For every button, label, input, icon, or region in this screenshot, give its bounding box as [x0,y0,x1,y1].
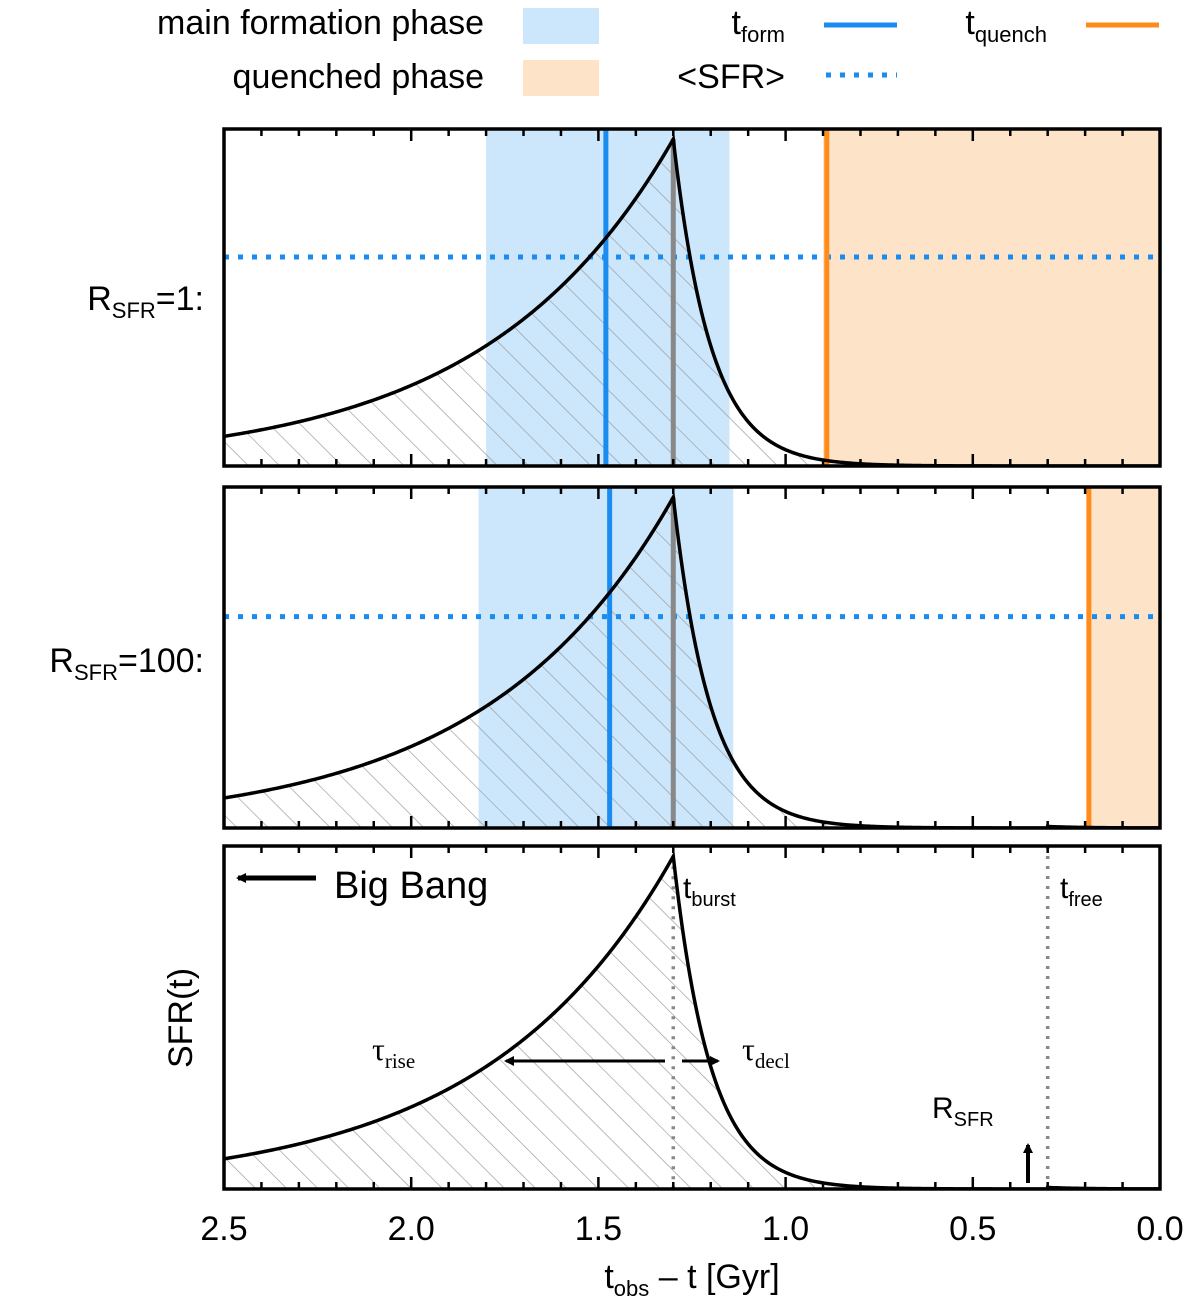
y-axis-label: SFR(t) [162,968,200,1068]
t-burst-label: tburst [683,872,736,911]
panel-frame [222,127,1162,468]
legend-sfr-mean-label: <SFR> [677,58,785,96]
panel-rsfr-100 [222,485,1162,830]
row-label-rsfr-1: RSFR=1: [87,280,204,323]
legend-quenched-phase-swatch [523,60,599,96]
x-tick-label: 0.5 [949,1210,996,1248]
x-tick-labels: 2.5 2.0 1.5 1.0 0.5 0.0 [200,1210,1183,1248]
legend: main formation phase quenched phase tfor… [157,4,1159,96]
quenched-phase-band [823,129,1160,466]
t-free-label: tfree [1060,872,1103,911]
x-axis-label: tobs – t [Gyr] [604,1258,779,1301]
tau-decl-label: τdecl [742,1031,790,1073]
legend-quenched-phase-label: quenched phase [233,58,484,96]
panel-frame [222,844,1162,1191]
r-sfr-label: RSFR [932,1092,994,1131]
x-tick-label: 1.0 [762,1210,809,1248]
x-tick-label: 2.0 [388,1210,435,1248]
panel-schematic: Big Bang tburst tfree τrise τdecl RSFR 2… [200,844,1184,1301]
x-tick-label: 0.0 [1136,1210,1183,1248]
quenched-phase-band [1088,487,1160,828]
tau-rise-label: τrise [372,1031,415,1073]
legend-t-form-label: tform [732,4,785,47]
legend-main-phase-swatch [523,8,599,44]
legend-t-quench-label: tquench [965,4,1047,47]
sfh-hatch-area [224,497,1160,828]
row-label-rsfr-100: RSFR=100: [49,642,204,685]
x-tick-label: 2.5 [200,1210,247,1248]
sfh-hatch-area [224,139,1160,466]
big-bang-label: Big Bang [334,865,488,907]
panel-rsfr-1 [222,127,1162,468]
sfh-hatch-area [224,856,1160,1189]
panel-frame [222,485,1162,830]
x-tick-label: 1.5 [575,1210,622,1248]
legend-main-phase-label: main formation phase [157,4,484,42]
